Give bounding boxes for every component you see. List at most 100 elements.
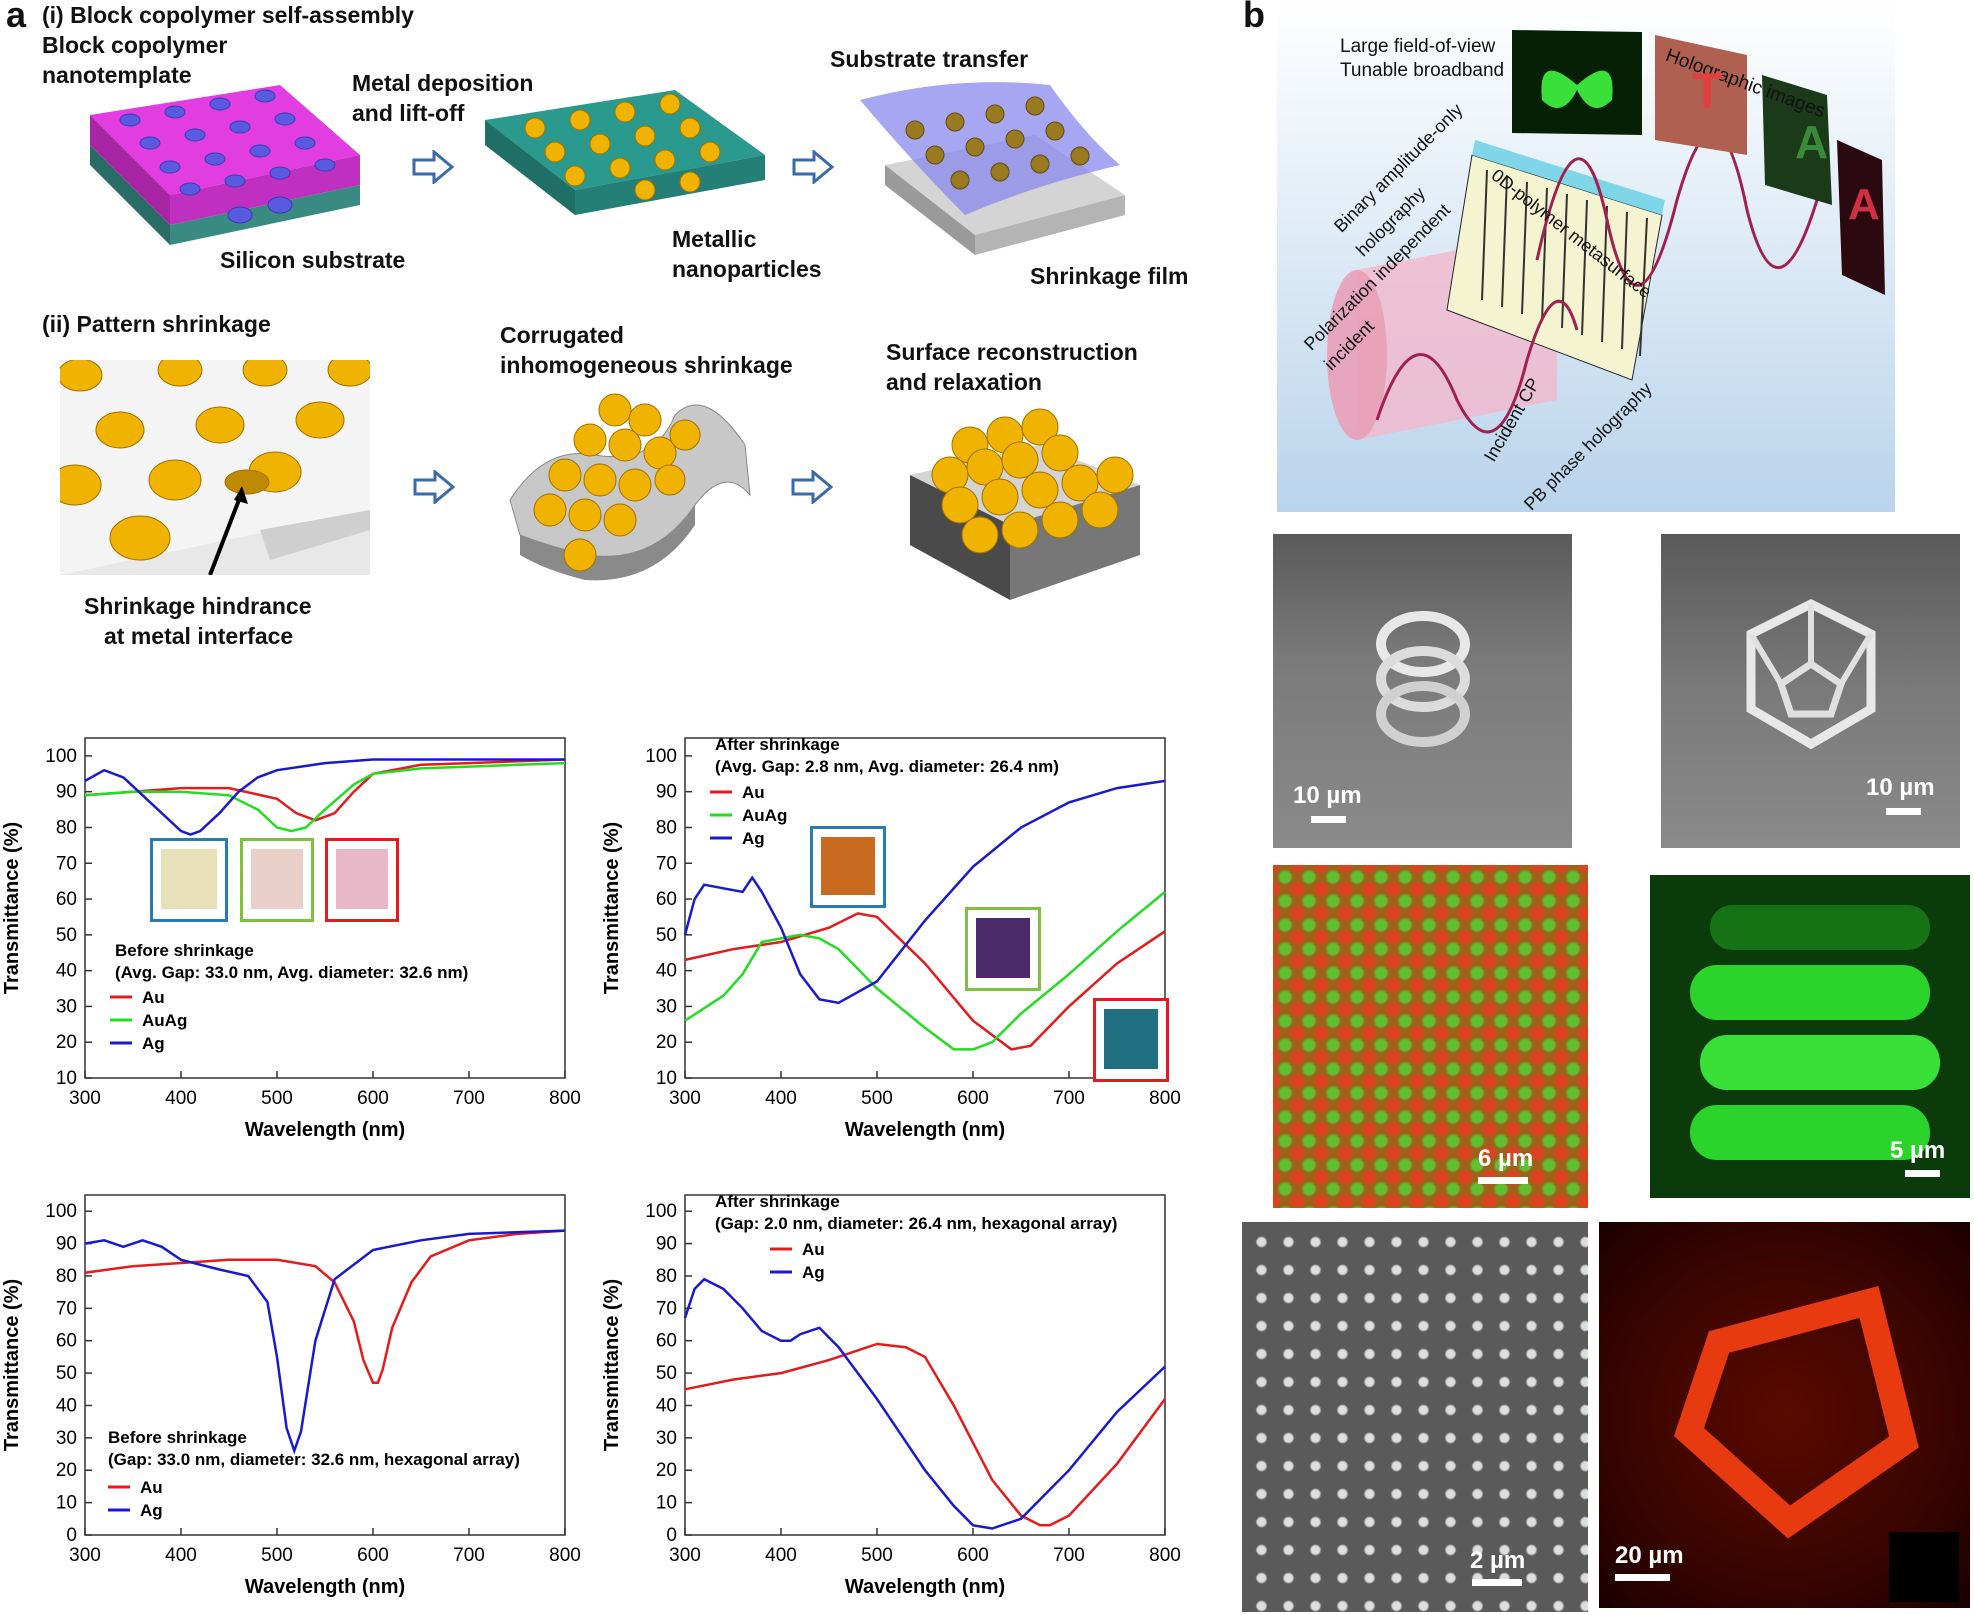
- shrinkage-hindrance-label-2: at metal interface: [104, 623, 294, 649]
- y-tick-label: 80: [656, 1266, 677, 1287]
- y-tick-label: 50: [656, 1363, 677, 1384]
- x-tick-label: 700: [453, 1545, 485, 1566]
- surface-reconstruction-label-2: and relaxation: [886, 369, 1042, 395]
- series-line-au: [84, 1229, 566, 1385]
- metallic-label-1: Metallic: [672, 226, 757, 252]
- nanotemplate-label-1: Block copolymer: [42, 32, 228, 58]
- nanotemplate-label-2: nanotemplate: [42, 62, 192, 88]
- annotation-detail: (Gap: 33.0 nm, diameter: 32.6 nm, hexago…: [108, 1450, 520, 1469]
- series-line-ag: [84, 758, 565, 836]
- corrugated-label-2: inhomogeneous shrinkage: [500, 352, 793, 378]
- corrugated-shrinkage-illustration: [509, 393, 751, 581]
- y-tick-label: 50: [656, 925, 677, 946]
- legend-label-ag: Ag: [742, 829, 765, 848]
- series-line-auag: [84, 761, 566, 833]
- legend-label-au: Au: [142, 988, 165, 1007]
- y-tick-label: 30: [56, 996, 77, 1017]
- swatch-ag-before: [150, 838, 228, 922]
- series-line-ag: [683, 1277, 1166, 1530]
- panel-a-letter: a: [6, 0, 27, 35]
- legend-label-ag: Ag: [142, 1034, 165, 1053]
- surface-reconstruction-label-1: Surface reconstruction: [886, 339, 1138, 365]
- series-line-au: [684, 1342, 1167, 1527]
- swatch-au-before: [325, 838, 399, 922]
- y-tick-label: 50: [56, 1363, 77, 1384]
- annotation-title: Before shrinkage: [108, 1428, 247, 1447]
- scale-array-bar: [1478, 1177, 1528, 1184]
- y-tick-label: 20: [656, 1032, 677, 1053]
- scale-dodeca-bar: [1886, 808, 1921, 815]
- chart-top-left: 300 400 500 600 700 800 10 20 30 40 50 60 70 80 90 100 W…: [1, 737, 581, 1141]
- y-tick-label: 0: [66, 1525, 77, 1546]
- green-helix-icon: [1690, 905, 1940, 1160]
- series-line-auag: [684, 890, 1166, 1051]
- y-tick-label: 100: [645, 1201, 677, 1222]
- chart-bottom-left: 300 400 500 600 700 800 0 10 20 30 40 50 60 70 80 90 100…: [1, 1194, 581, 1598]
- y-tick-label: 20: [656, 1460, 677, 1481]
- x-tick-label: 600: [357, 1088, 389, 1109]
- legend-label-au: Au: [742, 783, 765, 802]
- y-tick-label: 70: [656, 1298, 677, 1319]
- x-tick-label: 300: [69, 1545, 101, 1566]
- y-tick-label: 70: [56, 853, 77, 874]
- y-tick-label: 90: [56, 782, 77, 803]
- scale-red-bar: [1615, 1574, 1670, 1581]
- process-arrow-1: [412, 150, 454, 184]
- y-tick-label: 60: [56, 1331, 77, 1352]
- hologram-letter-a-red: A: [1848, 180, 1880, 229]
- x-tick-label: 400: [765, 1088, 797, 1109]
- y-tick-label: 70: [56, 1298, 77, 1319]
- metallic-label-2: nanoparticles: [672, 256, 822, 282]
- y-tick-label: 60: [656, 1331, 677, 1352]
- shrinkage-hindrance-label-1: Shrinkage hindrance: [84, 593, 312, 619]
- chart-top-right: 300 400 500 600 700 800 10 20 30 40 50 60 70 80 90 100 W…: [601, 735, 1180, 1141]
- butterfly-icon: [1541, 70, 1613, 108]
- y-axis-title: Transmittance (%): [601, 822, 623, 994]
- annotation-title: After shrinkage: [715, 1192, 840, 1211]
- y-tick-label: 10: [56, 1068, 77, 1089]
- red-pentagon-icon: [1673, 1286, 1959, 1602]
- y-tick-label: 10: [656, 1493, 677, 1514]
- annotation-title: After shrinkage: [715, 735, 840, 754]
- legend-label-auag: AuAg: [142, 1011, 187, 1030]
- process-arrow-3: [413, 470, 455, 504]
- scale-helix-label: 10 µm: [1293, 782, 1362, 809]
- metal-deposition-label-2: and lift-off: [352, 100, 465, 126]
- y-tick-label: 90: [56, 1234, 77, 1255]
- annotation-detail: (Avg. Gap: 2.8 nm, Avg. diameter: 26.4 n…: [715, 757, 1059, 776]
- silicon-substrate-label: Silicon substrate: [220, 247, 406, 273]
- y-tick-label: 30: [656, 1428, 677, 1449]
- process-arrow-4: [791, 470, 833, 504]
- legend-label-ag: Ag: [140, 1501, 163, 1520]
- chart-bottom-right: 300 400 500 600 700 800 0 10 20 30 40 50 60 70 80 90 100…: [601, 1192, 1180, 1598]
- corrugated-label-1: Corrugated: [500, 322, 624, 348]
- swatch-auag-after: [965, 907, 1041, 991]
- x-tick-label: 300: [669, 1545, 701, 1566]
- large-fov-label: Large field-of-view: [1340, 36, 1496, 57]
- y-tick-label: 20: [56, 1460, 77, 1481]
- hologram-letter-t: T: [1692, 63, 1723, 119]
- y-axis-title: Transmittance (%): [601, 1279, 623, 1451]
- holography-schematic: [1277, 0, 1895, 512]
- x-tick-label: 700: [1053, 1545, 1085, 1566]
- x-tick-label: 800: [549, 1545, 581, 1566]
- y-tick-label: 40: [56, 961, 77, 982]
- y-tick-label: 90: [656, 782, 677, 803]
- plot-frame: [684, 737, 1166, 1079]
- y-tick-label: 80: [56, 817, 77, 838]
- plot-frame: [684, 1194, 1166, 1536]
- x-tick-label: 400: [165, 1088, 197, 1109]
- step-i-title: (i) Block copolymer self-assembly: [42, 2, 414, 28]
- scale-dodeca-label: 10 µm: [1866, 774, 1935, 801]
- y-tick-label: 10: [656, 1068, 677, 1089]
- x-tick-label: 500: [861, 1088, 893, 1109]
- y-tick-label: 90: [656, 1234, 677, 1255]
- swatch-auag-before: [240, 838, 314, 922]
- y-axis-title: Transmittance (%): [1, 822, 23, 994]
- x-tick-label: 400: [165, 1545, 197, 1566]
- y-tick-label: 100: [645, 746, 677, 767]
- x-tick-label: 500: [261, 1088, 293, 1109]
- scale-array-label: 6 µm: [1478, 1145, 1534, 1172]
- annotation-detail: (Avg. Gap: 33.0 nm, Avg. diameter: 32.6 …: [115, 963, 468, 982]
- panel-b-letter: b: [1243, 0, 1265, 35]
